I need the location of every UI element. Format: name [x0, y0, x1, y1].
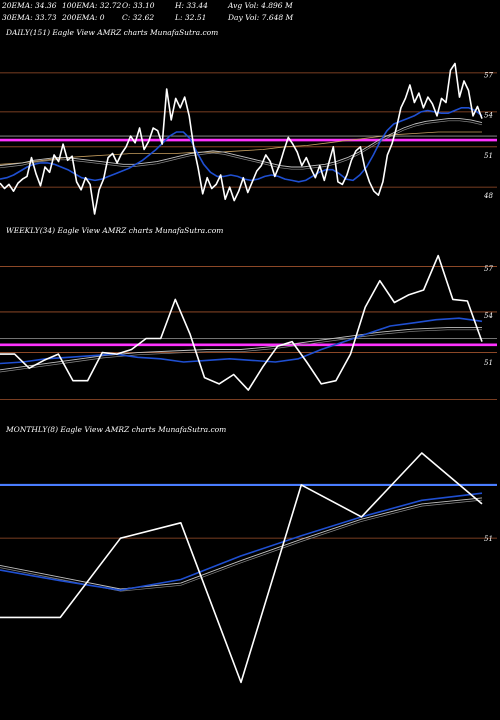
ema100-line	[0, 131, 482, 165]
ema30-band-line	[0, 120, 483, 170]
ema_slow-line	[0, 497, 483, 590]
header-100ema: 100EMA: 32.72	[62, 1, 121, 10]
ema30-line	[0, 118, 483, 168]
header-high: H: 33.44	[174, 1, 208, 10]
y-tick-label: 51	[484, 152, 493, 160]
daily-panel-title: DAILY(151) Eagle View AMRZ charts Munafa…	[5, 28, 218, 37]
price-line	[0, 452, 483, 684]
y-tick-label: 51	[484, 535, 493, 543]
weekly-chart-panel: 57 54 51	[0, 254, 497, 400]
monthly-panel-title: MONTHLY(8) Eagle View AMRZ charts Munafa…	[5, 425, 226, 434]
header-day-vol: Day Vol: 7.648 M	[227, 13, 294, 22]
header-open: O: 33.10	[122, 1, 155, 10]
y-tick-label: 48	[483, 192, 493, 200]
header-20ema: 20EMA: 34.36	[1, 1, 57, 10]
header-30ema: 30EMA: 33.73	[2, 13, 57, 22]
weekly-panel-title: WEEKLY(34) Eagle View AMRZ charts Munafa…	[6, 226, 223, 235]
y-tick-label: 54	[484, 312, 493, 320]
monthly-chart-panel: 51	[0, 452, 497, 684]
ema_fast-line	[0, 317, 483, 365]
y-tick-label: 54	[484, 112, 493, 120]
y-tick-label: 57	[484, 71, 493, 79]
price-line	[0, 254, 483, 391]
ema_slow-band-line	[0, 329, 482, 373]
header-close: C: 32.62	[122, 13, 154, 22]
ema20-line	[0, 107, 483, 183]
header-200ema: 200EMA: 0	[61, 13, 105, 22]
header-info: 20EMA: 34.36 100EMA: 32.72 O: 33.10 H: 3…	[1, 1, 294, 22]
ema_fast-line	[0, 492, 483, 592]
ema_slow-line	[0, 327, 482, 371]
y-tick-label: 57	[484, 265, 493, 273]
header-avg-vol: Avg Vol: 4.896 M	[227, 1, 293, 10]
header-low: L: 32.51	[174, 13, 206, 22]
price-line	[0, 62, 483, 215]
daily-chart-panel: 57 54 51 48	[0, 62, 497, 215]
y-tick-label: 51	[484, 359, 493, 367]
